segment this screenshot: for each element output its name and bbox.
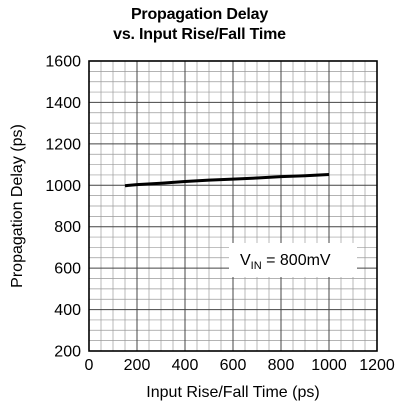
annotation-suffix: = 800mV <box>262 252 331 269</box>
y-tick-label: 200 <box>54 344 81 361</box>
annotation-prefix: V <box>240 252 251 269</box>
y-axis-label: Propagation Delay (ps) <box>9 124 26 288</box>
plot-frame <box>88 60 378 352</box>
y-tick-label: 600 <box>54 261 81 278</box>
annotation-subscript: IN <box>251 260 262 272</box>
x-tick-label: 200 <box>124 357 151 374</box>
y-tick-label: 400 <box>54 302 81 319</box>
y-tick-label: 1000 <box>45 178 81 195</box>
x-tick-labels: 0 200 400 600 800 1000 1200 <box>85 357 395 374</box>
x-tick-label: 400 <box>172 357 199 374</box>
annotation: VIN = 800mV <box>229 243 357 277</box>
series-layer <box>124 173 330 188</box>
annotation-label: VIN = 800mV <box>240 252 331 272</box>
x-tick-label: 600 <box>220 357 247 374</box>
x-tick-label: 1000 <box>311 357 347 374</box>
y-tick-label: 800 <box>54 219 81 236</box>
x-axis-label: Input Rise/Fall Time (ps) <box>146 384 319 401</box>
annotation-background <box>229 243 357 277</box>
x-tick-label: 1200 <box>359 357 395 374</box>
x-tick-label: 0 <box>85 357 94 374</box>
y-tick-label: 1400 <box>45 95 81 112</box>
y-tick-labels: 200 400 600 800 1000 1200 1400 1600 <box>45 54 81 361</box>
y-tick-label: 1200 <box>45 136 81 153</box>
x-tick-label: 800 <box>268 357 295 374</box>
series-line <box>124 173 330 188</box>
y-tick-label: 1600 <box>45 54 81 71</box>
chart-title-line-1: Propagation Delay <box>130 6 269 23</box>
chart-title-line-2: vs. Input Rise/Fall Time <box>113 26 286 43</box>
